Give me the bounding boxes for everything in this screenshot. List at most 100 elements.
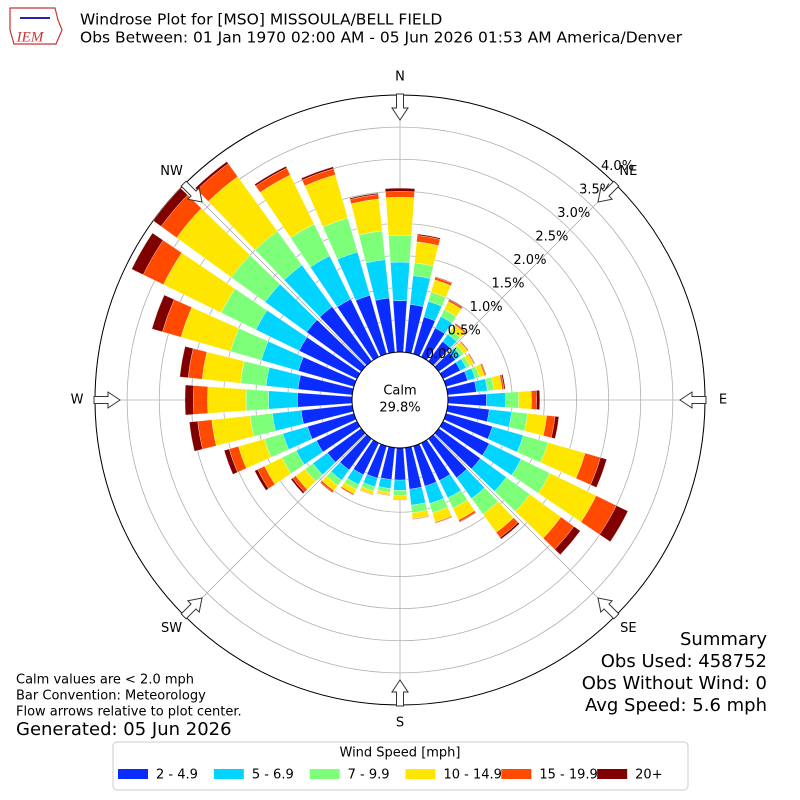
- bar-segment: [460, 341, 469, 351]
- summary-line: Avg Speed: 5.6 mph: [585, 695, 767, 716]
- bar-segment: [290, 477, 305, 494]
- flow-arrow: [180, 597, 203, 620]
- bar-segment: [358, 230, 386, 264]
- bar-segment: [359, 490, 373, 496]
- bar-segment: [350, 198, 383, 236]
- bar-segment: [448, 298, 463, 308]
- flow-arrow: [180, 180, 203, 203]
- flow-arrow-shape: [93, 391, 121, 409]
- logo-text: IEM: [16, 29, 45, 45]
- bar-segment: [486, 392, 506, 408]
- bar-segment: [455, 323, 467, 333]
- legend-swatch: [309, 769, 340, 779]
- bar-segment: [393, 479, 407, 491]
- bar-segment: [394, 447, 406, 481]
- legend-label: 10 - 14.9: [444, 768, 502, 783]
- chart-subtitle: Obs Between: 01 Jan 1970 02:00 AM - 05 J…: [80, 29, 683, 47]
- bar-segment: [385, 188, 415, 193]
- note: Calm values are < 2.0 mph: [16, 673, 194, 688]
- legend-label: 2 - 4.9: [156, 768, 198, 783]
- legend-title: Wind Speed [mph]: [340, 746, 461, 761]
- bar-segment: [207, 386, 247, 414]
- bar-segment: [501, 374, 506, 390]
- bar-segment: [590, 457, 607, 488]
- compass-label: NE: [619, 164, 637, 179]
- flow-arrow-shape: [679, 391, 707, 409]
- flow-arrow-shape: [391, 679, 409, 707]
- bar-segment: [223, 448, 238, 475]
- bar-segment: [447, 393, 487, 407]
- summary-line: Obs Used: 458752: [601, 651, 767, 672]
- compass-label: SW: [161, 621, 182, 636]
- grid-spoke: [433, 433, 616, 616]
- bar-segment: [414, 241, 439, 267]
- bar-segment: [508, 411, 528, 432]
- bar-segment: [195, 161, 229, 191]
- bar-segment: [301, 166, 334, 181]
- calm-label: Calm: [383, 384, 416, 399]
- compass-label: W: [71, 393, 84, 408]
- bar-segment: [131, 232, 164, 275]
- r-tick-label: 4.0%: [601, 159, 634, 174]
- flow-arrow-shape: [180, 597, 203, 620]
- flow-arrow: [391, 93, 409, 121]
- bar-segment: [153, 187, 188, 227]
- flow-arrow: [679, 391, 707, 409]
- bar-segment: [320, 481, 334, 494]
- bar-segment: [245, 389, 269, 411]
- legend-swatch: [597, 769, 628, 779]
- bar-segment: [468, 353, 476, 364]
- bar-segment: [459, 512, 477, 523]
- bar-segment: [201, 351, 245, 384]
- bar-segment: [385, 197, 415, 236]
- r-tick-label: 3.0%: [557, 206, 590, 221]
- legend-label: 7 - 9.9: [348, 768, 390, 783]
- bar-segment: [435, 516, 453, 524]
- bar-segment: [499, 522, 520, 540]
- bar-segment: [481, 363, 487, 376]
- flow-arrow-shape: [597, 597, 620, 620]
- bar-segment: [249, 413, 276, 437]
- r-tick-label: 1.0%: [470, 300, 503, 315]
- summary-line: Summary: [680, 629, 767, 650]
- bar-segment: [254, 469, 269, 491]
- bar-segment: [151, 294, 175, 333]
- bar-segment: [486, 409, 512, 428]
- bar-segment: [388, 234, 412, 263]
- r-tick-label: 2.0%: [513, 253, 546, 268]
- bar-segment: [184, 384, 194, 416]
- flow-arrow-shape: [391, 93, 409, 121]
- legend-label: 5 - 6.9: [252, 768, 294, 783]
- compass-label: S: [396, 716, 404, 731]
- bar-segment: [417, 233, 441, 240]
- bar-segment: [385, 191, 415, 198]
- bar-segment: [390, 261, 410, 302]
- flow-arrow: [93, 391, 121, 409]
- bar-segment: [518, 390, 532, 410]
- bar-segment: [551, 416, 560, 439]
- bar-segment: [554, 526, 581, 555]
- flow-arrow-shape: [597, 180, 620, 203]
- legend-label: 20+: [635, 768, 662, 783]
- bar-segment: [474, 378, 488, 393]
- bar-segment: [376, 493, 391, 497]
- bar-segment: [392, 300, 408, 353]
- flow-arrow: [597, 180, 620, 203]
- bar-segment: [240, 361, 270, 387]
- bar-segment: [349, 192, 379, 200]
- generated: Generated: 05 Jun 2026: [16, 719, 232, 740]
- flow-arrow-shape: [180, 180, 203, 203]
- compass-label: NW: [160, 164, 183, 179]
- grid-spoke: [433, 184, 616, 367]
- bar-segment: [254, 166, 288, 187]
- bar-segment: [524, 413, 547, 436]
- bar-segment: [393, 490, 407, 496]
- bar-segment: [409, 486, 426, 506]
- bar-segment: [599, 505, 629, 543]
- flow-arrow: [391, 679, 409, 707]
- legend-swatch: [118, 769, 148, 779]
- bar-segment: [505, 391, 519, 409]
- r-tick-label: 0.0%: [426, 347, 459, 362]
- bar-segment: [179, 346, 194, 378]
- r-tick-label: 2.5%: [535, 230, 568, 245]
